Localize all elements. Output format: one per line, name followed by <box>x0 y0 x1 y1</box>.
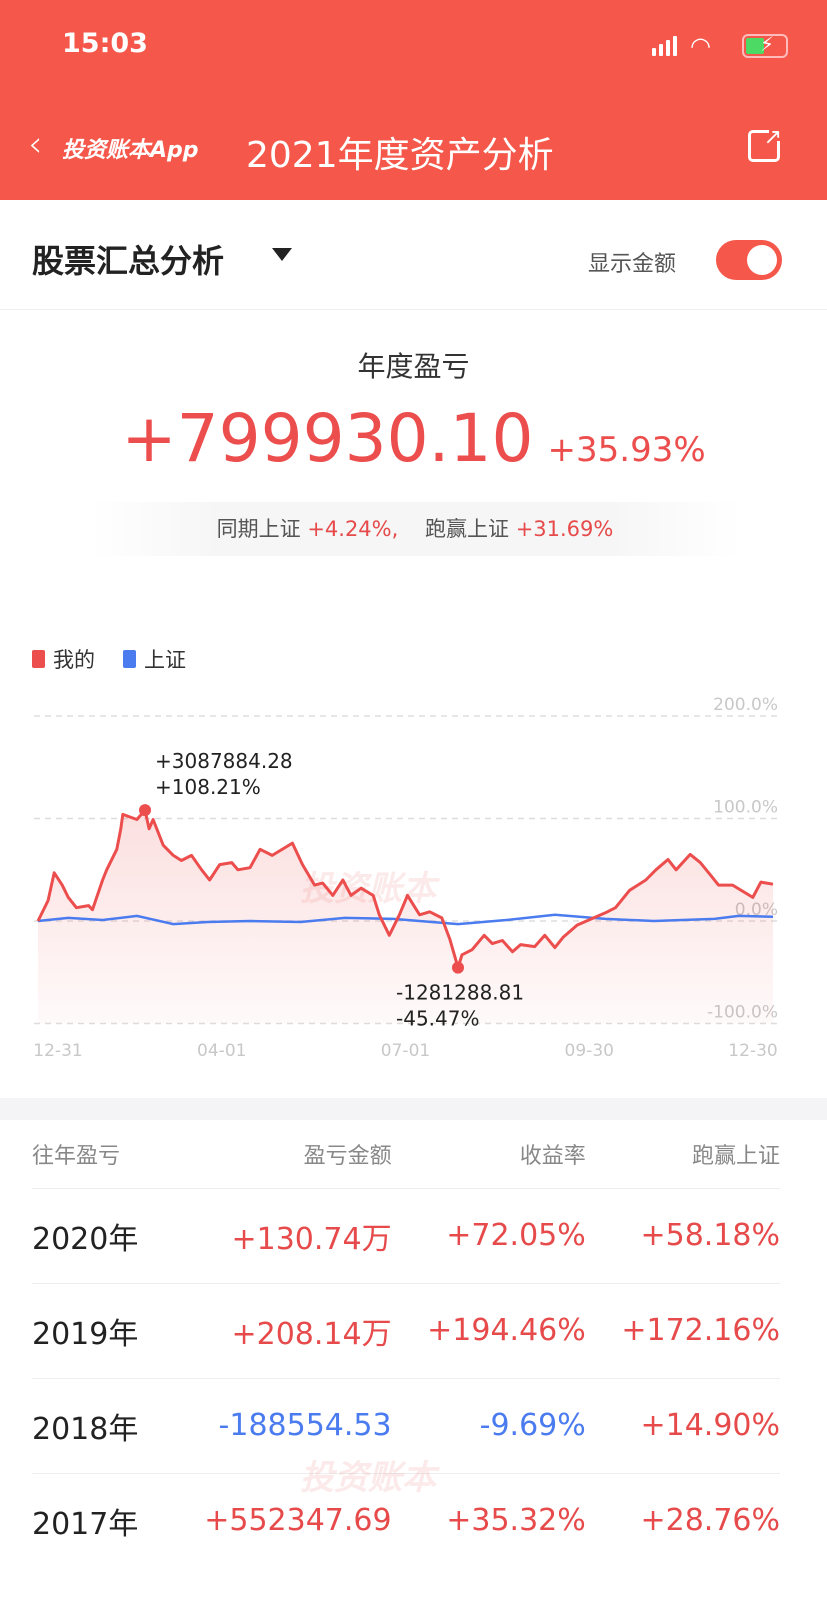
extreme-point-marker <box>139 804 152 817</box>
row-beat: +28.76% <box>585 1472 780 1568</box>
annual-pnl-amount: +799930.10 <box>121 400 534 477</box>
series-line-mine <box>36 808 774 970</box>
row-beat: +14.90% <box>585 1377 780 1473</box>
app-header: 15:03 ◠ ⚡ ‹ 投资账本App 2021年度资产分析 ↗ <box>0 0 827 200</box>
show-amount-toggle[interactable] <box>716 240 782 280</box>
section-divider <box>0 1098 827 1120</box>
row-rate: -9.69% <box>391 1377 586 1473</box>
watermark: 投资账本 <box>300 1458 436 1498</box>
table-row[interactable]: 2019年 +208.14万 +194.46% +172.16% <box>32 1282 780 1378</box>
battery-charging-icon: ⚡ <box>742 32 788 58</box>
row-beat: +172.16% <box>585 1282 780 1378</box>
y-tick-label: 200.0% <box>713 695 778 715</box>
x-tick-label: 12-31 <box>33 1041 82 1061</box>
chart-legend: 我的 上证 <box>32 644 186 674</box>
series-line-index <box>37 913 774 926</box>
index-pct: +4.24%, <box>307 517 399 541</box>
caret-down-icon[interactable] <box>272 248 292 261</box>
table-row[interactable]: 2017年 +552347.69 +35.32% +28.76% <box>32 1472 780 1568</box>
row-year: 2018年 <box>32 1377 163 1473</box>
legend-mine[interactable]: 我的 <box>53 648 95 672</box>
share-icon[interactable]: ↗ <box>748 127 783 162</box>
y-tick-label: 100.0% <box>713 798 778 818</box>
benchmark-compare: 同期上证 +4.24%, 跑赢上证 +31.69% <box>90 502 740 556</box>
row-beat: +58.18% <box>585 1187 780 1283</box>
back-chevron-icon[interactable]: ‹ <box>28 124 43 165</box>
annual-pnl-pct: +35.93% <box>547 430 706 470</box>
legend-swatch-mine <box>32 650 45 668</box>
annual-pnl: +799930.10 +35.93% <box>0 400 827 477</box>
history-table: 往年盈亏 盈亏金额 收益率 跑赢上证 2020年 +130.74万 +72.05% +… <box>32 1120 780 1568</box>
col-rate: 收益率 <box>519 1143 586 1169</box>
x-tick-label: 07-01 <box>381 1041 430 1061</box>
row-year: 2019年 <box>32 1282 163 1378</box>
section-bar <box>0 200 827 310</box>
row-rate: +194.46% <box>391 1282 586 1378</box>
row-amount: +552347.69 <box>162 1472 392 1568</box>
annotation-amount: +3087884.28 <box>155 749 293 773</box>
show-amount-label: 显示金额 <box>588 252 677 277</box>
table-header: 往年盈亏 盈亏金额 收益率 跑赢上证 <box>32 1120 780 1188</box>
row-rate: +35.32% <box>391 1472 586 1568</box>
beat-label: 跑赢上证 <box>425 517 509 541</box>
pnl-line-chart[interactable]: 200.0%100.0%0.0%-100.0%12-3104-0107-0109… <box>0 690 827 1070</box>
annual-pnl-label: 年度盈亏 <box>357 350 470 383</box>
beat-pct: +31.69% <box>515 517 614 541</box>
col-year: 往年盈亏 <box>32 1143 121 1169</box>
annotation-pct: +108.21% <box>155 775 261 799</box>
row-year: 2020年 <box>32 1187 163 1283</box>
x-tick-label: 12-30 <box>728 1041 777 1061</box>
x-tick-label: 09-30 <box>565 1041 614 1061</box>
wifi-icon: ◠ <box>690 32 711 60</box>
signal-icon <box>652 36 677 56</box>
series-area-mine <box>38 810 773 1024</box>
table-row[interactable]: 2018年 -188554.53 -9.69% +14.90% <box>32 1377 780 1473</box>
back-button[interactable]: 投资账本App <box>62 138 199 163</box>
page-title: 2021年度资产分析 <box>246 135 554 176</box>
legend-swatch-index <box>123 650 136 668</box>
annotation-amount: -1281288.81 <box>396 981 524 1005</box>
row-year: 2017年 <box>32 1472 163 1568</box>
row-amount: -188554.53 <box>162 1377 392 1473</box>
table-row[interactable]: 2020年 +130.74万 +72.05% +58.18% <box>32 1187 780 1283</box>
status-time: 15:03 <box>62 28 148 59</box>
row-amount: +130.74万 <box>162 1187 392 1283</box>
extreme-point-marker <box>452 961 464 974</box>
row-rate: +72.05% <box>391 1187 586 1283</box>
row-amount: +208.14万 <box>162 1282 392 1378</box>
section-dropdown[interactable]: 股票汇总分析 <box>32 242 225 280</box>
col-amount: 盈亏金额 <box>303 1143 392 1169</box>
legend-index[interactable]: 上证 <box>144 648 186 672</box>
annotation-pct: -45.47% <box>396 1007 479 1031</box>
index-label: 同期上证 <box>216 517 301 541</box>
x-tick-label: 04-01 <box>197 1041 246 1061</box>
col-beat: 跑赢上证 <box>691 1143 780 1169</box>
